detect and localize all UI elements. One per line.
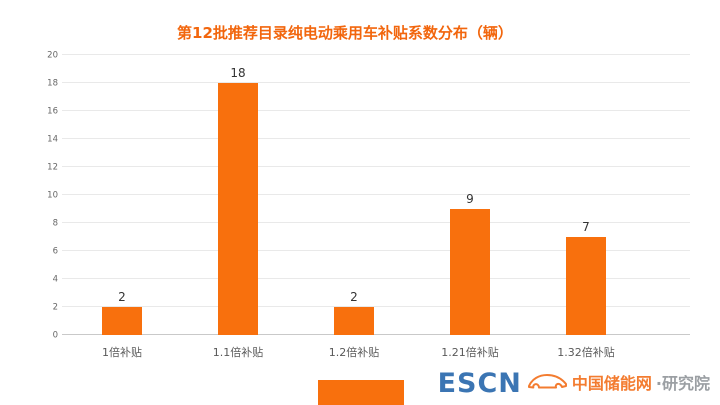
- plot-area: 0 2 4 6 8 10 12 14 16 18 20 2 1倍补贴 18 1.1倍补贴 2 1.2倍补贴 9 1.…: [47, 51, 690, 359]
- gridline: [62, 82, 690, 83]
- y-tick-label: 4: [52, 273, 58, 284]
- x-category-label: 1.21倍补贴: [441, 346, 499, 359]
- bar: [566, 237, 606, 335]
- y-tick-label: 18: [47, 77, 58, 88]
- bar-value-label: 7: [582, 220, 590, 234]
- x-axis-line: [62, 334, 690, 335]
- bar: [450, 209, 490, 335]
- gridline: [62, 222, 690, 223]
- gridline: [62, 194, 690, 195]
- chart-title: 第12批推荐目录纯电动乘用车补贴系数分布（辆）: [177, 24, 513, 42]
- gridline: [62, 278, 690, 279]
- y-tick-label: 12: [47, 161, 58, 172]
- x-category-label: 1倍补贴: [102, 346, 142, 359]
- bar-slot: 2 1倍补贴: [64, 55, 180, 359]
- gridline: [62, 166, 690, 167]
- y-tick-label: 6: [52, 245, 58, 256]
- y-tick-label: 14: [47, 133, 58, 144]
- bar: [102, 307, 142, 335]
- gridline: [62, 138, 690, 139]
- car-icon: [526, 372, 568, 396]
- y-tick-label: 2: [52, 301, 58, 312]
- bar-value-label: 18: [230, 66, 246, 80]
- y-tick-label: 0: [52, 329, 58, 340]
- bar-value-label: 9: [466, 192, 474, 206]
- bar-slot: 9 1.21倍补贴: [412, 55, 528, 359]
- x-category-label: 1.32倍补贴: [557, 346, 615, 359]
- bar-value-label: 2: [118, 290, 126, 304]
- gridline: [62, 250, 690, 251]
- bar-slot: 18 1.1倍补贴: [180, 55, 296, 359]
- bar-slot: 2 1.2倍补贴: [296, 55, 412, 359]
- gridline: [62, 110, 690, 111]
- gridline: [62, 306, 690, 307]
- watermark-logo: ESCN 中国储能网 ·研究院: [438, 370, 710, 397]
- brand-suffix-text: ·研究院: [655, 373, 710, 393]
- bar: [334, 307, 374, 335]
- y-tick-label: 10: [47, 189, 58, 200]
- cropped-bottom-bar: [318, 380, 404, 405]
- bar: [218, 83, 258, 335]
- bar-slot: 7 1.32倍补贴: [528, 55, 644, 359]
- escn-logo-text: ESCN: [437, 368, 522, 399]
- y-tick-label: 20: [47, 49, 58, 60]
- x-category-label: 1.1倍补贴: [212, 346, 264, 359]
- y-tick-label: 8: [52, 217, 58, 228]
- gridline: [62, 54, 690, 55]
- bar-value-label: 2: [350, 290, 358, 304]
- y-tick-label: 16: [47, 105, 58, 116]
- x-category-label: 1.2倍补贴: [328, 346, 380, 359]
- brand-name-text: 中国储能网: [571, 373, 652, 393]
